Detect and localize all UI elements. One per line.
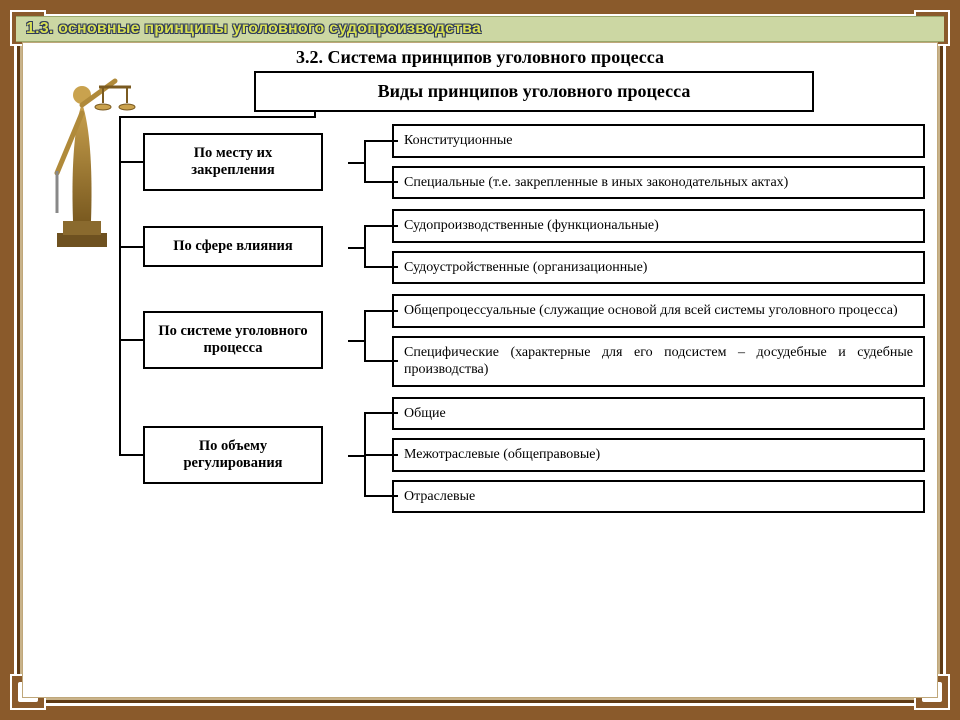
category-box: По системе уголовного процесса — [143, 311, 323, 369]
item-box: Специфические (характерные для его подси… — [392, 336, 925, 387]
chapter-banner-text: 1.3. основные принципы уголовного судопр… — [26, 20, 481, 38]
item-box: Общие — [392, 397, 925, 431]
connector-bracket — [356, 294, 386, 387]
item-box: Конституционные — [392, 124, 925, 158]
section-title: 3.2. Система принципов уголовного процес… — [23, 47, 937, 68]
classification-group: По объему регулирования Общие Межотраслевы… — [143, 397, 925, 514]
item-box: Межотраслевые (общеправовые) — [392, 438, 925, 472]
connector-bracket — [356, 209, 386, 284]
category-box: По объему регулирования — [143, 426, 323, 484]
diagram-area: Виды принципов уголовного процесса По ме… — [143, 71, 925, 691]
classification-group: По месту их закрепления Конституционные Сп… — [143, 124, 925, 199]
classification-group: По системе уголовного процесса Общепроцес… — [143, 294, 925, 387]
chapter-banner: 1.3. основные принципы уголовного судопр… — [16, 16, 944, 42]
page-panel: 3.2. Система принципов уголовного процес… — [22, 42, 938, 698]
category-box: По сфере влияния — [143, 226, 323, 267]
root-box: Виды принципов уголовного процесса — [254, 71, 814, 112]
item-box: Судоустройственные (организационные) — [392, 251, 925, 285]
category-box: По месту их закрепления — [143, 133, 323, 191]
connector-bracket — [356, 397, 386, 514]
connector-bracket — [356, 124, 386, 199]
item-box: Судопроизводственные (функциональные) — [392, 209, 925, 243]
item-box: Общепроцессуальные (служащие основой для… — [392, 294, 925, 328]
classification-group: По сфере влияния Судопроизводственные (фу… — [143, 209, 925, 284]
item-box: Специальные (т.е. закрепленные в иных за… — [392, 166, 925, 200]
item-box: Отраслевые — [392, 480, 925, 514]
